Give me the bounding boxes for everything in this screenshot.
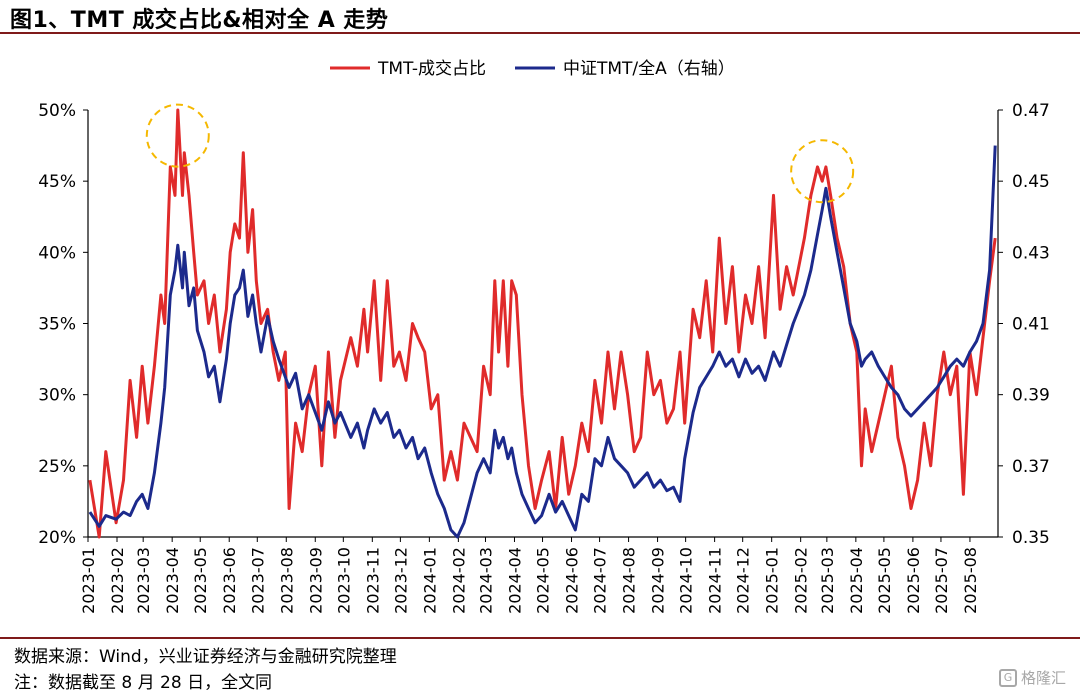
x-tick-label: 2023-08 [277,547,296,614]
x-tick-label: 2023-05 [191,547,210,614]
left-tick-label: 20% [38,528,76,548]
x-tick-label: 2024-07 [591,547,610,614]
x-tick-label: 2025-03 [818,547,837,614]
source-note: 数据来源：Wind，兴业证券经济与金融研究院整理 [14,647,397,667]
x-tick-label: 2023-12 [391,547,410,614]
x-tick-label: 2025-02 [792,547,811,614]
x-tick-label: 2024-04 [505,547,524,614]
highlight-circle-1 [145,103,210,168]
x-tick-label: 2023-03 [134,547,153,614]
footer-rule [0,637,1080,639]
right-tick-label: 0.47 [1012,101,1050,121]
x-tick-label: 2025-05 [875,547,894,614]
x-tick-label: 2024-08 [620,547,639,614]
x-tick-label: 2025-01 [763,547,782,614]
watermark-text: 格隆汇 [1020,669,1066,687]
right-tick-label: 0.45 [1012,172,1050,192]
legend-label-2: 中证TMT/全A（右轴） [563,59,735,79]
x-tick-label: 2023-09 [306,547,325,614]
footnote: 注：数据截至 8 月 28 日，全文同 [14,673,273,693]
left-tick-label: 40% [38,243,76,263]
left-tick-label: 50% [38,101,76,121]
x-tick-label: 2024-05 [534,547,553,614]
x-tick-label: 2024-03 [476,547,495,614]
x-tick-label: 2024-01 [420,547,439,614]
x-tick-label: 2024-11 [706,547,725,614]
x-tick-label: 2023-11 [363,547,382,614]
x-tick-label: 2025-06 [904,547,923,614]
series-line-1 [88,108,997,539]
x-tick-label: 2023-01 [79,547,98,614]
right-tick-label: 0.39 [1012,386,1050,406]
highlight-circle-2 [790,139,855,204]
x-tick-label: 2024-10 [677,547,696,614]
chart-axes: 20% 25% 30% 35% 40% 45% 50% 0.35 0.37 0.39 0.41 0.4… [38,101,1050,614]
x-tick-label: 2023-10 [334,547,353,614]
x-tick-label: 2023-04 [163,547,182,614]
left-tick-label: 30% [38,386,76,406]
chart-highlights [145,103,855,204]
right-tick-label: 0.43 [1012,243,1050,263]
x-tick-label: 2024-12 [734,547,753,614]
series-line-2 [88,145,997,539]
chart-legend: TMT-成交占比 中证TMT/全A（右轴） [330,59,735,79]
title-rule [0,32,1080,34]
left-tick-label: 45% [38,172,76,192]
left-tick-label: 25% [38,457,76,477]
right-tick-label: 0.37 [1012,457,1050,477]
x-tick-label: 2023-07 [248,547,267,614]
x-tick-label: 2024-09 [649,547,668,614]
left-tick-label: 35% [38,315,76,335]
figure-title: 图1、TMT 成交占比&相对全 A 走势 [10,8,389,33]
x-tick-label: 2024-06 [563,547,582,614]
x-tick-label: 2025-08 [961,547,980,614]
x-tick-label: 2023-02 [108,547,127,614]
x-tick-label: 2025-04 [847,547,866,614]
watermark-logo-icon: G [998,668,1017,687]
chart-series [88,108,997,539]
x-tick-label: 2024-02 [449,547,468,614]
line-chart: TMT-成交占比 中证TMT/全A（右轴） 20% 25% 30% 35% 40% 45% 5… [38,59,1050,614]
x-tick-label: 2025-07 [932,547,951,614]
watermark: G 格隆汇 [998,667,1066,688]
x-tick-label: 2023-06 [220,547,239,614]
right-tick-label: 0.41 [1012,315,1050,335]
legend-label-1: TMT-成交占比 [377,59,486,79]
right-tick-label: 0.35 [1012,528,1050,548]
